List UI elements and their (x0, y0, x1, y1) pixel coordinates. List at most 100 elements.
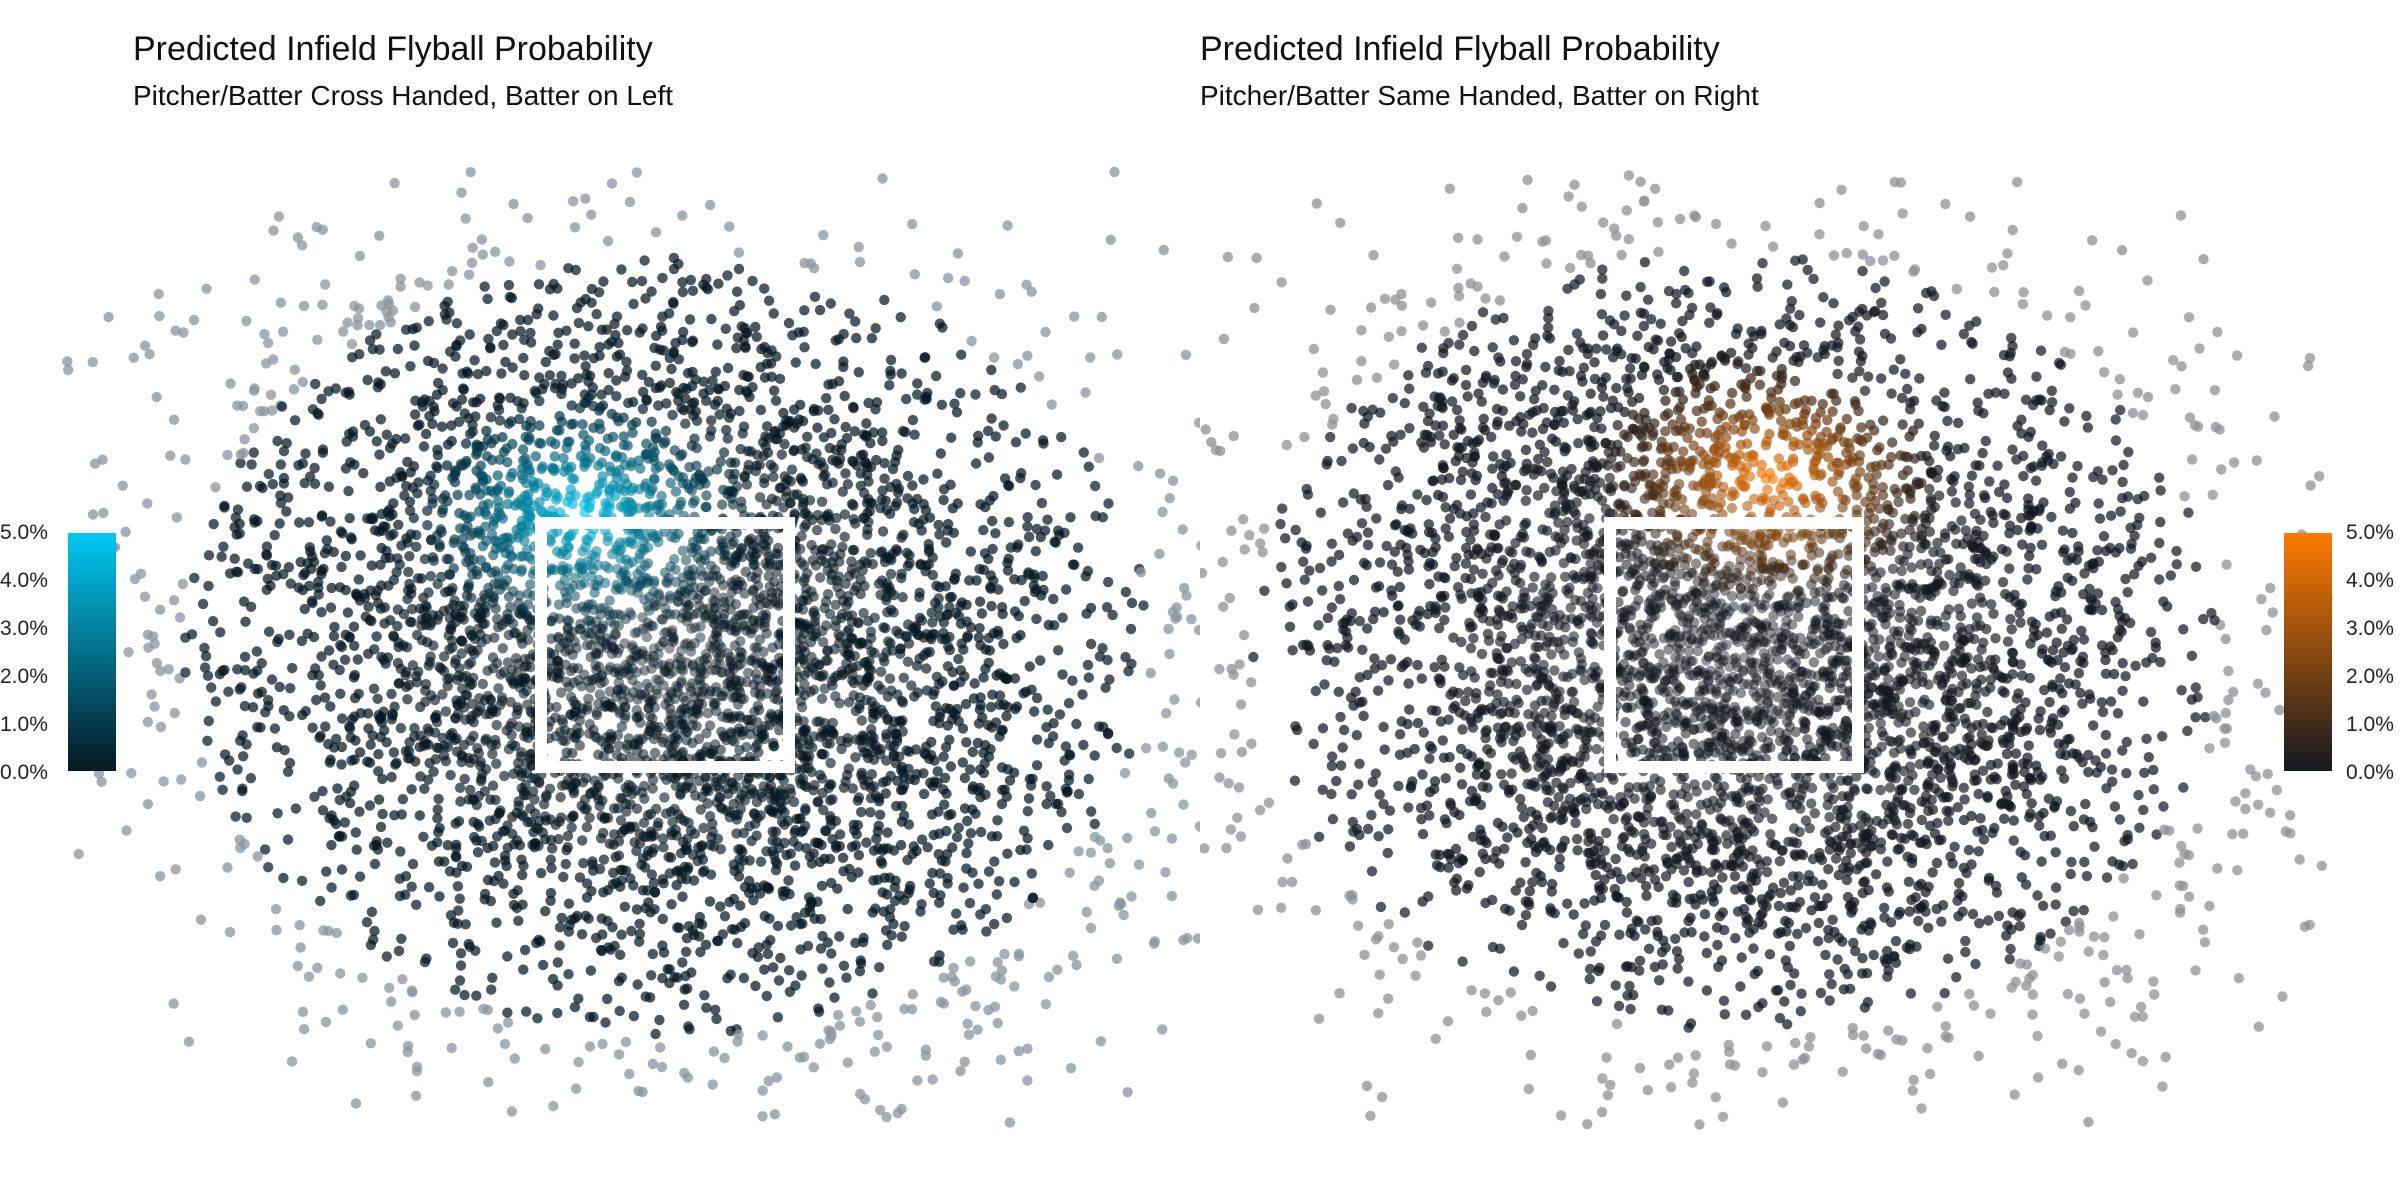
scatter-point (673, 354, 685, 365)
scatter-point (983, 553, 994, 565)
scatter-point (440, 755, 452, 767)
scatter-point (676, 677, 687, 689)
scatter-point (853, 241, 864, 253)
scatter-point (1149, 826, 1161, 837)
scatter-point (798, 326, 809, 337)
scatter-point (803, 510, 814, 521)
scatter-point (238, 596, 250, 607)
scatter-point (795, 399, 806, 410)
scatter-point (615, 689, 627, 700)
scatter-point (759, 283, 770, 294)
scatter-point (307, 404, 319, 415)
scatter-point (907, 218, 918, 230)
scatter-point (818, 637, 829, 648)
scatter-point (632, 712, 643, 723)
scatter-point (452, 489, 463, 501)
scatter-point (375, 821, 387, 833)
scatter-point (842, 610, 853, 621)
scatter-point (562, 622, 573, 634)
scatter-point (376, 717, 388, 728)
scatter-point (779, 438, 790, 450)
scatter-point (594, 442, 606, 454)
scatter-point (336, 864, 348, 875)
scatter-point (1078, 739, 1089, 751)
scatter-point (769, 1109, 780, 1120)
scatter-point (821, 393, 832, 404)
scatter-point (527, 839, 538, 850)
scatter-point (274, 681, 285, 693)
scatter-point (983, 866, 995, 877)
scatter-point (637, 645, 648, 657)
scatter-point (877, 485, 888, 496)
scatter-point (1027, 892, 1038, 904)
scatter-point (518, 789, 530, 801)
scatter-point (865, 548, 876, 559)
scatter-point (1112, 349, 1123, 360)
scatter-point (454, 975, 466, 986)
scatter-point (593, 661, 605, 672)
scatter-point (1089, 818, 1101, 830)
scatter-point (460, 547, 471, 558)
scatter-point (297, 709, 308, 721)
scatter-point (1085, 638, 1097, 650)
scatter-point (854, 966, 866, 977)
scatter-point (843, 763, 854, 774)
scatter-point (1053, 645, 1064, 656)
scatter-point (302, 628, 313, 639)
scatter-point (316, 607, 327, 618)
scatter-point (735, 921, 747, 933)
scatter-point (865, 999, 876, 1011)
scatter-point (920, 1044, 931, 1055)
scatter-point (529, 794, 540, 805)
scatter-point (664, 668, 675, 680)
scatter-point (433, 793, 444, 805)
scatter-point (702, 284, 714, 295)
scatter-point (710, 366, 721, 377)
scatter-point (465, 714, 477, 725)
scatter-point (667, 632, 678, 643)
scatter-point (521, 1006, 532, 1017)
scatter-point (719, 544, 730, 556)
scatter-point (295, 942, 306, 953)
scatter-point (628, 687, 639, 698)
scatter-point (945, 761, 957, 772)
scatter-point (505, 696, 516, 708)
scatter-point (566, 914, 577, 925)
scatter-point (384, 476, 395, 487)
scatter-point (670, 576, 682, 588)
scatter-point (875, 809, 886, 820)
scatter-point (397, 794, 409, 805)
scatter-point (1157, 741, 1169, 752)
scatter-point (304, 580, 315, 592)
scatter-point (585, 965, 597, 976)
scatter-point (454, 893, 465, 904)
scatter-point (375, 379, 386, 390)
scatter-point (647, 948, 658, 960)
scatter-point (764, 771, 776, 782)
scatter-point (1072, 542, 1084, 553)
scatter-point (692, 608, 703, 619)
scatter-point (646, 620, 657, 631)
scatter-point (421, 738, 432, 750)
scatter-point (713, 278, 724, 289)
scatter-point (432, 450, 444, 461)
scatter-point (854, 256, 866, 268)
scatter-point (263, 862, 274, 873)
scatter-point (426, 690, 437, 701)
scatter-point (756, 343, 767, 355)
scatter-point (684, 461, 695, 473)
scatter-point (317, 786, 328, 797)
scatter-point (840, 468, 851, 479)
scatter-point (411, 629, 423, 641)
scatter-point (567, 747, 578, 759)
scatter-point (397, 974, 408, 985)
scatter-point (858, 429, 869, 440)
scatter-point (566, 419, 577, 430)
scatter-point (955, 388, 966, 399)
scatter-point (866, 769, 878, 780)
scatter-point (252, 515, 263, 527)
scatter-point (916, 834, 928, 845)
scatter-point (934, 529, 945, 540)
scatter-point (1063, 775, 1075, 786)
scatter-point (701, 728, 712, 739)
